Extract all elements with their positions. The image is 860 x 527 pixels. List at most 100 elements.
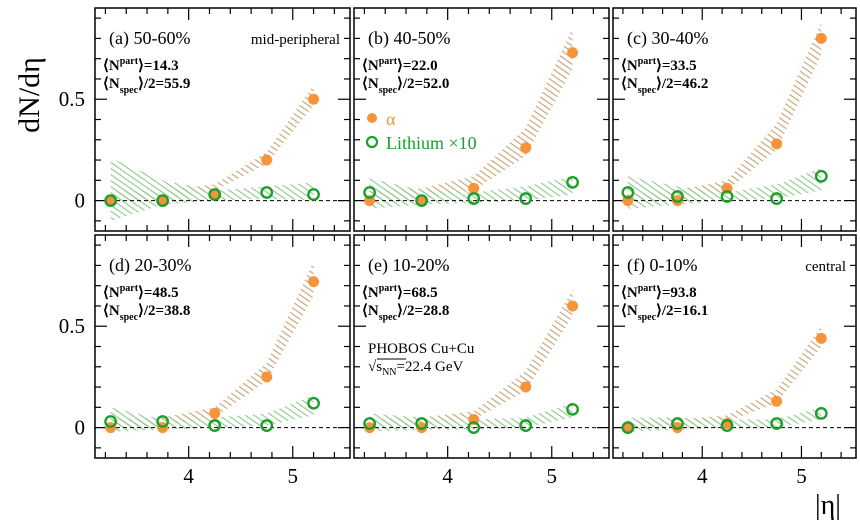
x-tick-label: 5: [547, 464, 558, 488]
x-tick-label: 4: [183, 464, 194, 488]
collaboration-name: PHOBOS Cu+Cu: [368, 341, 475, 357]
nspec-label: ⟨Nspec⟩/2=16.1: [621, 303, 708, 323]
alpha-point: [567, 47, 579, 59]
legend-lithium-marker: [365, 135, 379, 149]
lithium-point: [814, 406, 828, 420]
legend-alpha-marker: [367, 113, 377, 123]
lithium-point: [519, 192, 533, 205]
alpha-systematic-band: [369, 28, 573, 201]
panel-label: (b) 40-50%: [368, 28, 450, 49]
npart-label: ⟨Npart⟩=22.0: [362, 56, 438, 74]
alpha-point: [468, 182, 480, 194]
nspec-label: ⟨Nspec⟩/2=52.0: [362, 76, 449, 96]
lithium-point: [770, 417, 784, 430]
lithium-point: [104, 415, 118, 428]
alpha-point: [261, 154, 273, 166]
alpha-point: [105, 195, 117, 207]
lithium-point: [156, 194, 170, 207]
lithium-point: [260, 419, 274, 432]
lithium-point: [260, 186, 274, 199]
lithium-point: [208, 419, 222, 432]
panel-label: (d) 20-30%: [109, 255, 191, 276]
panel-label: (a) 50-60%: [109, 28, 190, 49]
alpha-point: [209, 189, 221, 201]
lithium-point: [566, 402, 579, 416]
y-tick-label: 0.5: [59, 314, 85, 338]
alpha-systematic-band: [369, 289, 573, 428]
alpha-point: [815, 32, 827, 44]
lithium-systematic-band: [110, 158, 314, 221]
npart-label: ⟨Npart⟩=93.8: [621, 283, 697, 301]
lithium-point: [307, 188, 320, 201]
lithium-point: [307, 396, 320, 410]
nspec-label: ⟨Nspec⟩/2=28.8: [362, 303, 449, 323]
nspec-label: ⟨Nspec⟩/2=46.2: [621, 76, 708, 96]
lithium-point: [363, 417, 377, 430]
nspec-label: ⟨Nspec⟩/2=38.8: [103, 303, 190, 323]
lithium-point: [621, 186, 635, 199]
lithium-point: [363, 186, 377, 199]
centrality-note: central: [805, 259, 846, 275]
energy-label: √sNN=22.4 GeV: [368, 359, 463, 378]
lithium-point: [467, 192, 481, 205]
panel-e: 4 5 (e) 10-20% ⟨Npart⟩=68.5 ⟨Nspec⟩/2=28.8: [353, 234, 610, 488]
alpha-point: [771, 138, 783, 150]
panel-f: 4 5 (f) 0-10% central ⟨Npart⟩=93.8 ⟨Nspec⟩/2=…: [612, 234, 857, 488]
legend-lithium-label: Lithium ×10: [386, 133, 477, 153]
legend: α Lithium ×10: [365, 109, 477, 153]
y-axis-label: dN/dη: [12, 57, 46, 133]
alpha-point: [771, 395, 783, 407]
x-tick-label: 5: [288, 464, 299, 488]
alpha-point: [520, 381, 532, 393]
lithium-point: [720, 419, 734, 432]
lithium-point: [519, 419, 533, 432]
lithium-point: [814, 169, 828, 183]
legend-alpha-label: α: [386, 109, 396, 129]
panel-a: 0 0.5 (a) 50-60% mid-peripheral ⟨Npart⟩=14.3…: [59, 7, 351, 232]
lithium-point: [770, 192, 784, 205]
lithium-point: [720, 190, 734, 203]
panel-label: (c) 30-40%: [627, 28, 708, 49]
x-axis-label: |η|: [815, 490, 841, 521]
alpha-point: [308, 276, 320, 288]
collaboration-label: PHOBOS Cu+Cu √sNN=22.4 GeV: [368, 341, 475, 378]
centrality-note: mid-peripheral: [251, 32, 340, 48]
lithium-point: [208, 188, 222, 201]
y-tick-label: 0.5: [59, 87, 85, 111]
x-tick-label: 5: [796, 464, 807, 488]
x-tick-label: 4: [442, 464, 453, 488]
lithium-point: [467, 421, 481, 434]
panel-b: (b) 40-50% ⟨Npart⟩=22.0 ⟨Nspec⟩/2=52.0: [353, 7, 610, 232]
lithium-point: [566, 175, 579, 189]
alpha-point: [815, 332, 827, 344]
lithium-point: [415, 417, 429, 430]
x-tick-label: 4: [697, 464, 708, 488]
alpha-point: [209, 407, 221, 419]
npart-label: ⟨Npart⟩=33.5: [621, 56, 697, 74]
lithium-point: [671, 417, 684, 430]
panel-label: (e) 10-20%: [368, 255, 449, 276]
alpha-point: [567, 300, 579, 312]
npart-label: ⟨Npart⟩=68.5: [362, 283, 438, 301]
alpha-point: [416, 195, 428, 207]
lithium-point: [415, 194, 429, 207]
npart-label: ⟨Npart⟩=48.5: [103, 283, 179, 301]
npart-label: ⟨Npart⟩=14.3: [103, 56, 179, 74]
panel-c: (c) 30-40% ⟨Npart⟩=33.5 ⟨Nspec⟩/2=46.2: [612, 7, 857, 232]
alpha-systematic-band: [627, 22, 822, 203]
lithium-point: [104, 194, 118, 207]
alpha-systematic-band: [627, 326, 822, 428]
alpha-point: [520, 142, 532, 154]
alpha-point: [308, 93, 320, 105]
panel-label: (f) 0-10%: [627, 255, 697, 276]
alpha-point: [622, 422, 634, 434]
panel-d: 0 0.5 4 5 (d) 20-30% ⟨Npart⟩=48.5 ⟨Nspec⟩/2=38…: [59, 234, 351, 488]
y-tick-label: 0: [75, 189, 86, 213]
lithium-point: [621, 421, 635, 434]
y-tick-label: 0: [75, 416, 86, 440]
alpha-point: [261, 371, 273, 383]
alpha-point: [157, 195, 169, 207]
lithium-point: [671, 190, 684, 203]
nspec-label: ⟨Nspec⟩/2=55.9: [103, 76, 190, 96]
